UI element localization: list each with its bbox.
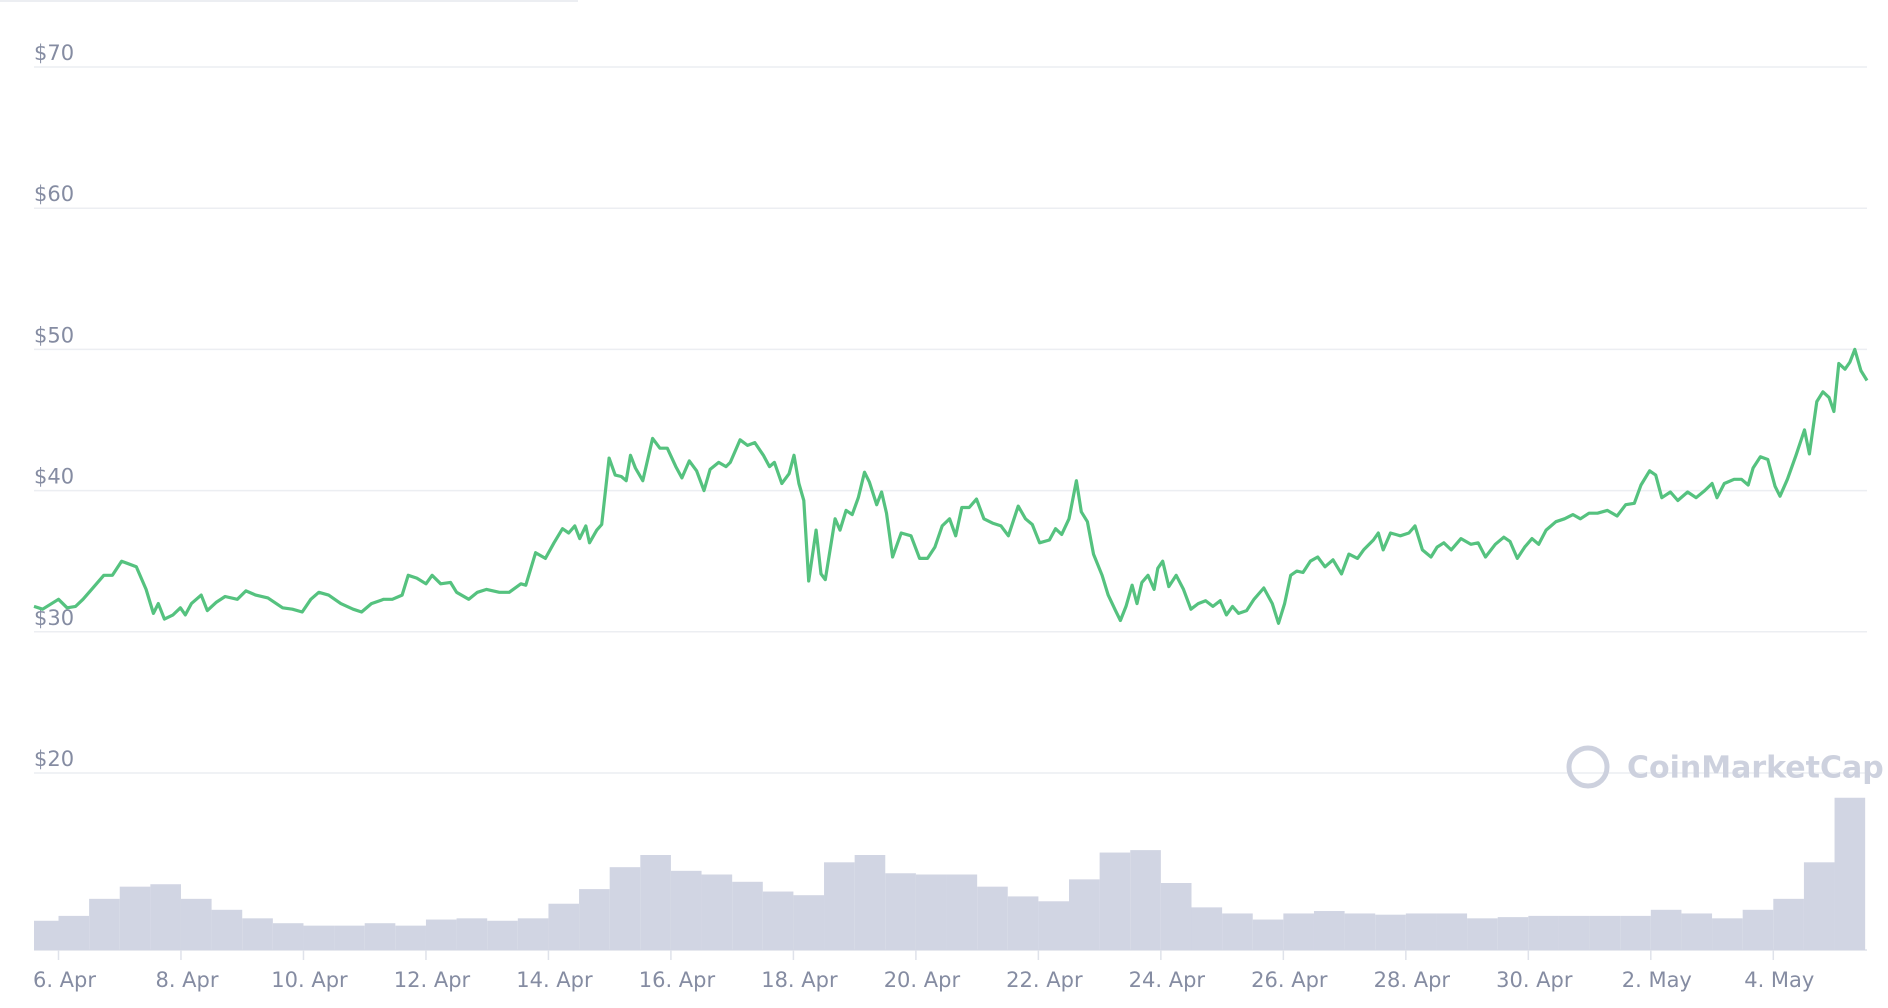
volume-bar — [579, 889, 610, 950]
x-tick-label: 20. Apr — [884, 968, 961, 992]
watermark-logo — [1566, 745, 1610, 789]
volume-bar — [946, 874, 978, 950]
volume-bar — [1099, 852, 1131, 950]
volume-bar — [1038, 901, 1070, 950]
volume-bar — [242, 918, 273, 950]
watermark-text: CoinMarketCap — [1627, 751, 1884, 786]
volume-bar — [334, 925, 365, 950]
x-tick-label: 30. Apr — [1496, 968, 1573, 992]
volume-bar — [456, 918, 488, 950]
x-tick-label: 4. May — [1744, 968, 1814, 992]
y-tick-label: $50 — [34, 323, 74, 347]
x-tick-label: 16. Apr — [639, 968, 716, 992]
volume-bar — [1834, 797, 1866, 950]
volume-bar — [1130, 850, 1161, 950]
y-tick-label: $60 — [34, 182, 74, 206]
x-tick-label: 12. Apr — [394, 968, 471, 992]
volume-bar — [364, 923, 396, 950]
volume-bar — [1375, 914, 1406, 950]
volume-bar — [977, 886, 1008, 950]
volume-bar — [824, 862, 855, 950]
volume-bar — [1405, 913, 1437, 950]
x-tick-label: 14. Apr — [516, 968, 593, 992]
volume-bar — [303, 925, 335, 950]
volume-bar — [1313, 911, 1345, 950]
volume-bar — [1650, 909, 1682, 950]
volume-bar — [1528, 915, 1559, 950]
volume-bar — [211, 909, 243, 950]
price-line — [33, 347, 1869, 625]
volume-bar — [1467, 918, 1498, 950]
volume-bar — [1773, 898, 1804, 950]
volume-bar — [1589, 915, 1621, 950]
volume-bar — [180, 898, 212, 950]
volume-bar — [1283, 913, 1314, 950]
volume-bars — [34, 797, 1866, 950]
x-tick-label: 18. Apr — [761, 968, 838, 992]
volume-bar — [793, 895, 825, 950]
x-tick-label: 22. Apr — [1006, 968, 1083, 992]
volume-bar — [1069, 879, 1100, 950]
volume-bar — [34, 920, 59, 950]
y-tick-label: $40 — [34, 465, 74, 489]
watermark: CoinMarketCap — [1566, 745, 1884, 789]
volume-bar — [119, 886, 151, 950]
volume-bar — [517, 918, 549, 950]
volume-bar — [915, 874, 947, 950]
y-tick-label: $70 — [34, 41, 74, 65]
volume-bar — [1681, 913, 1713, 950]
grid: $20$30$40$50$60$706. Apr 8. Apr 10. Apr 12.… — [33, 41, 1867, 992]
volume-bar — [425, 919, 457, 950]
volume-bar — [1558, 915, 1590, 950]
volume-bar — [885, 873, 916, 950]
x-tick-label: 24. Apr — [1129, 968, 1206, 992]
volume-bar — [1007, 896, 1039, 950]
x-tick-label: 26. Apr — [1251, 968, 1328, 992]
volume-bar — [1252, 919, 1284, 950]
volume-bar — [701, 874, 733, 950]
volume-bar — [58, 915, 90, 950]
volume-bar — [640, 854, 671, 950]
volume-bar — [548, 903, 580, 950]
volume-bar — [609, 867, 641, 950]
volume-bar — [1344, 913, 1376, 950]
x-tick-label: 6. Apr — [33, 968, 96, 992]
volume-bar — [1436, 913, 1468, 950]
volume-bar — [732, 881, 763, 950]
volume-bar — [1742, 909, 1774, 950]
plot — [33, 347, 1869, 625]
volume-bar — [272, 923, 304, 950]
x-tick-label: 28. Apr — [1374, 968, 1451, 992]
y-tick-label: $20 — [34, 747, 74, 771]
volume-bar — [1191, 907, 1223, 950]
volume-bar — [670, 870, 702, 950]
volume-bar — [1222, 913, 1253, 950]
volume-bar — [1160, 883, 1192, 950]
x-tick-label: 2. May — [1622, 968, 1692, 992]
volume-bar — [89, 898, 120, 950]
volume-bar — [762, 891, 794, 950]
x-tick-label: 10. Apr — [271, 968, 348, 992]
volume-bar — [854, 854, 886, 950]
volume-bar — [1803, 862, 1835, 950]
volume-bar — [395, 925, 426, 950]
volume-bar — [150, 884, 181, 950]
x-tick-label: 8. Apr — [155, 968, 218, 992]
volume-bar — [1620, 915, 1651, 950]
volume-bar — [487, 920, 518, 950]
volume-bar — [1497, 917, 1529, 950]
volume-bar — [1712, 918, 1743, 950]
